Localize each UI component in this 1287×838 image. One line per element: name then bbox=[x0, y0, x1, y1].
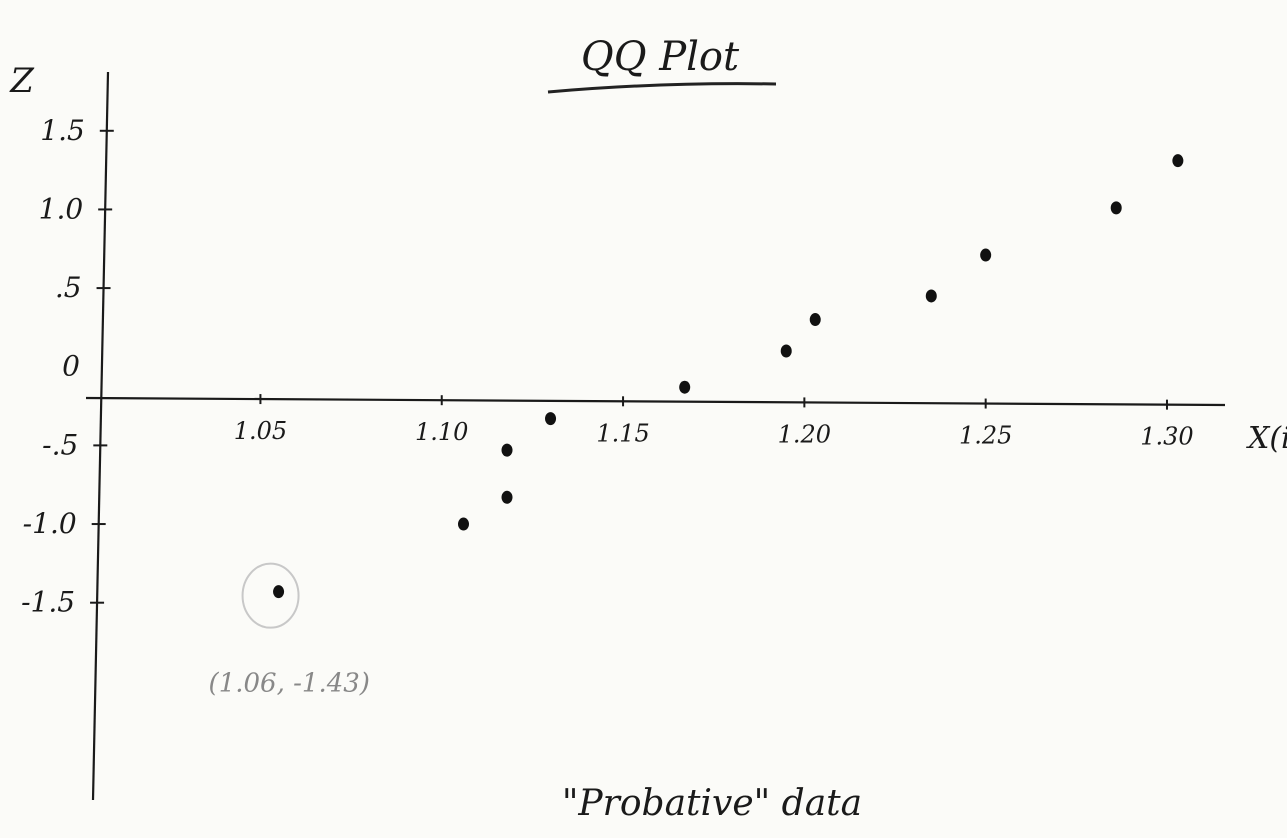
data-point bbox=[925, 289, 937, 303]
x-tick-label: 1.10 bbox=[415, 418, 468, 446]
y-tick-label: -1.5 bbox=[21, 586, 75, 619]
data-point bbox=[1172, 154, 1184, 168]
annotation-label: (1.06, -1.43) bbox=[209, 669, 370, 699]
data-point bbox=[545, 412, 557, 426]
annotation-circle bbox=[241, 562, 300, 629]
chart-title: QQ Plot bbox=[581, 34, 740, 80]
y-tick-label: 1.0 bbox=[39, 192, 84, 225]
x-tick-label: 1.20 bbox=[778, 420, 831, 448]
x-tick-label: 1.30 bbox=[1140, 423, 1193, 451]
data-point bbox=[273, 585, 285, 599]
x-tick-label: 1.15 bbox=[596, 419, 649, 447]
data-point bbox=[809, 313, 821, 327]
title-underline bbox=[547, 82, 777, 94]
data-point bbox=[679, 380, 691, 394]
x-axis bbox=[85, 396, 1226, 407]
x-tick-label: 1.25 bbox=[959, 422, 1012, 450]
annotations: (1.06, -1.43) bbox=[209, 562, 370, 699]
y-tick-label: .5 bbox=[55, 271, 82, 304]
data-point bbox=[1110, 201, 1122, 215]
y-tick-label: -1.0 bbox=[23, 507, 77, 540]
y-tick-label: -.5 bbox=[42, 428, 78, 461]
y-axis-label: Z bbox=[9, 61, 35, 101]
y-axis bbox=[91, 71, 110, 801]
x-tick-label: 1.05 bbox=[234, 417, 287, 445]
data-point bbox=[980, 248, 992, 262]
chart-caption: "Probative" data bbox=[562, 783, 862, 824]
data-point bbox=[501, 443, 513, 457]
y-tick-label: 1.5 bbox=[40, 114, 85, 147]
data-point bbox=[501, 490, 513, 504]
axis-ticks: 1.05 1.10 1.15 1.20 1.25 1.30 1.5 1.0 .5 0 -.5 -1.0… bbox=[21, 114, 1194, 619]
data-point bbox=[780, 344, 792, 358]
data-point bbox=[457, 517, 469, 531]
x-axis-label: X(i) bbox=[1246, 421, 1287, 456]
y-tick-label: 0 bbox=[62, 350, 80, 383]
data-points bbox=[273, 154, 1184, 599]
